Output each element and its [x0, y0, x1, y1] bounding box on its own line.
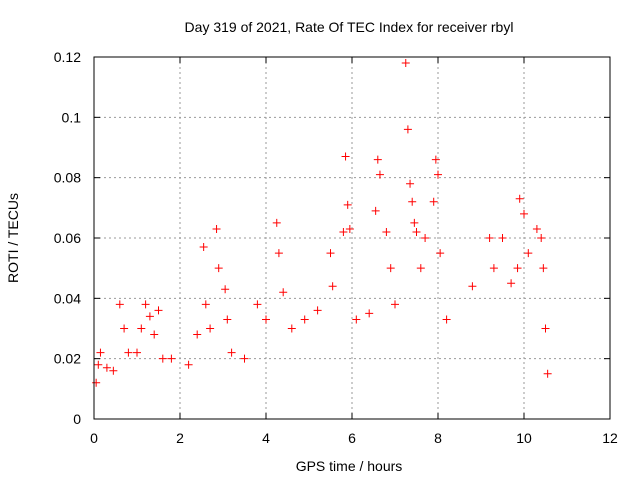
data-point: [328, 282, 337, 291]
data-point: [352, 315, 361, 324]
data-point: [343, 200, 352, 209]
data-point: [300, 315, 309, 324]
data-point: [436, 249, 445, 258]
data-point: [371, 206, 380, 215]
axis-ticks: 0 2 4 6 8 10 12 0 0.02 0.04 0.06 0.08 0.1 0.12: [54, 49, 618, 446]
data-point: [468, 282, 477, 291]
data-point: [524, 249, 533, 258]
y-tick-label: 0.12: [54, 49, 81, 65]
data-point: [94, 360, 103, 369]
data-point: [133, 348, 141, 357]
data-point: [193, 330, 202, 339]
data-point: [287, 324, 296, 333]
data-point: [158, 354, 167, 363]
data-point: [240, 354, 249, 363]
data-point: [137, 324, 146, 333]
data-point: [431, 155, 440, 164]
data-point: [391, 300, 399, 309]
data-point: [403, 125, 412, 134]
data-point: [253, 300, 262, 309]
data-point: [382, 227, 391, 236]
data-point: [416, 264, 425, 273]
data-point: [102, 363, 111, 372]
x-tick-label: 0: [90, 430, 98, 446]
data-point: [326, 249, 335, 258]
data-point: [206, 324, 215, 333]
y-tick-label: 0.02: [54, 351, 81, 367]
data-point: [375, 170, 384, 179]
data-point: [537, 234, 546, 242]
grid-lines: [94, 57, 610, 419]
data-point: [150, 330, 159, 339]
data-point: [339, 227, 348, 236]
data-point: [184, 360, 193, 369]
data-point: [408, 197, 417, 206]
data-point: [365, 309, 374, 318]
data-point: [401, 59, 410, 68]
data-point: [386, 264, 395, 273]
data-point: [223, 315, 232, 324]
y-tick-label: 0.06: [54, 230, 81, 246]
data-point: [167, 354, 176, 363]
data-point: [532, 224, 541, 233]
y-tick-label: 0: [73, 411, 81, 427]
x-tick-label: 12: [602, 430, 618, 446]
data-point: [543, 369, 552, 378]
data-point: [429, 197, 438, 206]
data-point: [145, 312, 154, 321]
data-point: [154, 306, 163, 315]
data-point: [141, 300, 150, 309]
y-tick-label: 0.1: [62, 109, 82, 125]
data-point: [485, 234, 494, 242]
data-point: [279, 288, 288, 297]
y-tick-label: 0.04: [54, 290, 81, 306]
x-tick-label: 10: [516, 430, 532, 446]
data-point: [199, 243, 208, 252]
data-point: [410, 218, 419, 227]
data-point: [124, 348, 133, 357]
data-point: [515, 194, 524, 203]
data-point: [115, 300, 124, 309]
data-point: [434, 170, 442, 179]
data-point: [214, 264, 223, 273]
data-point: [412, 227, 421, 236]
data-point: [541, 324, 550, 333]
data-points: [92, 59, 552, 387]
data-point: [442, 315, 451, 324]
data-point: [120, 324, 129, 333]
data-point: [96, 348, 105, 357]
data-point: [406, 179, 415, 188]
chart-title: Day 319 of 2021, Rate Of TEC Index for r…: [185, 19, 514, 35]
data-point: [272, 218, 281, 227]
data-point: [498, 234, 507, 242]
data-point: [274, 249, 283, 258]
x-tick-label: 2: [176, 430, 184, 446]
data-point: [345, 224, 354, 233]
x-axis-label: GPS time / hours: [296, 458, 403, 474]
data-point: [421, 234, 430, 242]
data-point: [373, 155, 382, 164]
x-tick-label: 4: [262, 430, 270, 446]
x-tick-label: 8: [434, 430, 442, 446]
data-point: [201, 300, 210, 309]
data-point: [92, 378, 101, 387]
data-point: [520, 209, 528, 218]
data-point: [262, 315, 270, 324]
data-point: [227, 348, 236, 357]
data-point: [507, 279, 516, 288]
x-tick-label: 6: [348, 430, 356, 446]
data-point: [212, 224, 221, 233]
y-tick-label: 0.08: [54, 170, 81, 186]
data-point: [221, 285, 230, 294]
data-point: [109, 366, 118, 375]
data-point: [341, 152, 350, 161]
data-point: [313, 306, 322, 315]
data-point: [489, 264, 498, 273]
data-point: [539, 264, 548, 273]
y-axis-label: ROTI / TECUs: [5, 193, 21, 283]
data-point: [513, 264, 522, 273]
